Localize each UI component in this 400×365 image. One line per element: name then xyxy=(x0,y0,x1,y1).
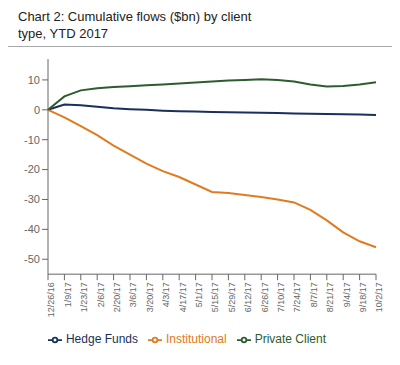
svg-text:-30: -30 xyxy=(24,193,40,205)
svg-text:0: 0 xyxy=(34,104,40,116)
svg-text:8/7/17: 8/7/17 xyxy=(309,282,319,307)
svg-text:3/20/17: 3/20/17 xyxy=(145,282,155,312)
svg-text:1/9/17: 1/9/17 xyxy=(63,282,73,307)
svg-text:5/15/17: 5/15/17 xyxy=(210,282,220,312)
svg-text:8/21/17: 8/21/17 xyxy=(325,282,335,312)
svg-text:6/12/17: 6/12/17 xyxy=(243,282,253,312)
svg-text:-40: -40 xyxy=(24,223,40,235)
svg-text:10: 10 xyxy=(28,74,40,86)
svg-text:-50: -50 xyxy=(24,253,40,265)
svg-text:4/3/17: 4/3/17 xyxy=(161,282,171,307)
svg-text:-20: -20 xyxy=(24,163,40,175)
html-text:type, YTD 2017: type, YTD 2017 xyxy=(18,26,109,41)
svg-text:10/2/17: 10/2/17 xyxy=(374,282,384,312)
svg-text:9/4/17: 9/4/17 xyxy=(342,282,352,307)
svg-text:2/6/17: 2/6/17 xyxy=(96,282,106,307)
svg-text:6/26/17: 6/26/17 xyxy=(260,282,270,312)
svg-text:4/17/17: 4/17/17 xyxy=(178,282,188,312)
html-text:Private Client: Private Client xyxy=(254,332,327,347)
svg-text:5/1/17: 5/1/17 xyxy=(194,282,204,307)
svg-text:7/10/17: 7/10/17 xyxy=(276,282,286,312)
html-text:Hedge Funds: Hedge Funds xyxy=(65,332,138,347)
html-text:Chart 2: Cumulative flows ($bn: Chart 2: Cumulative flows ($bn) by clien… xyxy=(18,9,252,24)
svg-text:3/6/17: 3/6/17 xyxy=(128,282,138,307)
svg-text:9/18/17: 9/18/17 xyxy=(358,282,368,312)
svg-text:2/20/17: 2/20/17 xyxy=(112,282,122,312)
svg-text:7/24/17: 7/24/17 xyxy=(292,282,302,312)
html-text:Institutional: Institutional xyxy=(166,332,227,347)
svg-text:1/23/17: 1/23/17 xyxy=(79,282,89,312)
svg-text:5/29/17: 5/29/17 xyxy=(227,282,237,312)
svg-text:-10: -10 xyxy=(24,134,40,146)
svg-text:12/26/16: 12/26/16 xyxy=(46,282,56,317)
